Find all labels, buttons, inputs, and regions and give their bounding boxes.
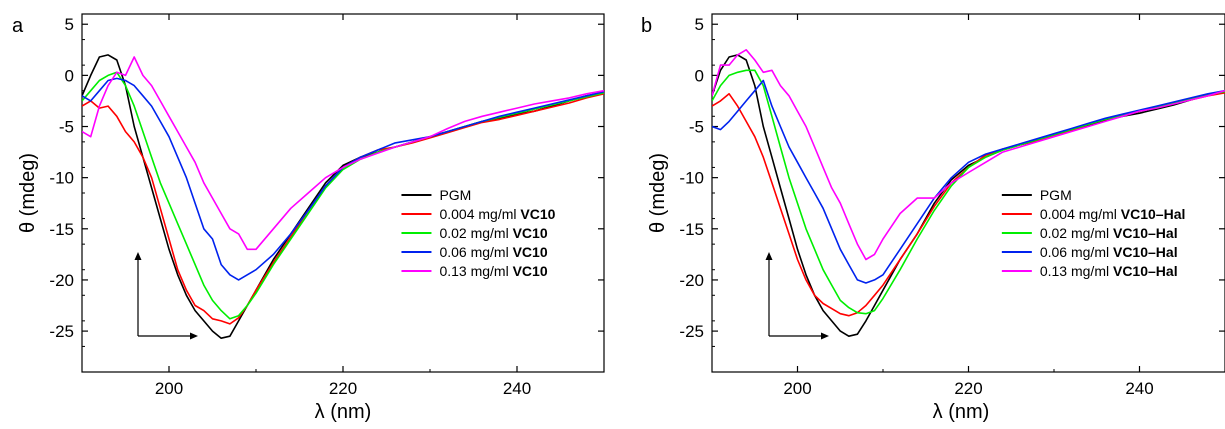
x-axis-title: λ (nm) (933, 401, 990, 423)
x-tick-label: 200 (783, 379, 811, 398)
legend-entry: 0.13 mg/ml VC10–Hal (1040, 263, 1178, 279)
y-tick-label: -25 (49, 322, 74, 341)
chart-panel-b: b 5 0 -5 -10 -15 -20 -25 200 220 240 λ (nm) θ (mdeg)… (641, 13, 1225, 423)
legend-label: 0.02 mg/ml (439, 225, 512, 241)
legend-label: 0.06 mg/ml (1040, 244, 1113, 260)
legend-label: 0.004 mg/ml (439, 206, 520, 222)
legend-label: PGM (1040, 187, 1072, 203)
panel-label: b (641, 15, 652, 37)
x-tick-label: 200 (155, 379, 183, 398)
x-tick-label: 240 (1125, 379, 1153, 398)
legend-label-bold: VC10–Hal (1113, 225, 1178, 241)
legend-label-bold: VC10 (513, 244, 548, 260)
arrow-head-up (765, 252, 773, 260)
legend-label-bold: VC10–Hal (1121, 206, 1186, 222)
y-tick-label: 0 (65, 66, 74, 85)
panel-label: a (12, 15, 24, 37)
plot-frame (711, 13, 1225, 373)
legend-label-bold: VC10 (513, 225, 548, 241)
y-tick-label: -5 (689, 118, 704, 137)
y-tick-label: 0 (695, 66, 704, 85)
x-axis-title: λ (nm) (315, 401, 372, 423)
y-tick-label: -20 (679, 271, 704, 290)
legend-entry: PGM (439, 187, 471, 203)
legend-label-bold: VC10–Hal (1113, 244, 1178, 260)
series-line-2 (712, 69, 1225, 315)
y-axis-title: θ (mdeg) (17, 153, 39, 233)
series-line-3 (82, 77, 604, 281)
legend-entry: 0.004 mg/ml VC10–Hal (1040, 206, 1186, 222)
arrow-head-up (134, 252, 142, 260)
series-line-4 (82, 56, 604, 251)
legend-label: PGM (439, 187, 471, 203)
legend-label: 0.13 mg/ml (439, 263, 512, 279)
series-line-4 (712, 48, 1225, 261)
x-tick-label: 240 (503, 379, 531, 398)
y-tick-label: -5 (59, 118, 74, 137)
y-axis-title: θ (mdeg) (647, 153, 669, 233)
legend-entry: 0.004 mg/ml VC10 (439, 206, 555, 222)
plot-frame (81, 13, 605, 373)
y-tick-label: -20 (49, 271, 74, 290)
legend-entry: 0.06 mg/ml VC10 (439, 244, 547, 260)
y-tick-label: 5 (695, 15, 704, 34)
legend-entry: 0.02 mg/ml VC10–Hal (1040, 225, 1178, 241)
y-tick-label: 5 (65, 15, 74, 34)
legend-label-bold: VC10 (513, 263, 548, 279)
legend-entry: 0.06 mg/ml VC10–Hal (1040, 244, 1178, 260)
arrow-head-right (821, 332, 829, 340)
x-tick-label: 220 (329, 379, 357, 398)
y-tick-label: -15 (679, 220, 704, 239)
x-tick-label: 220 (954, 379, 982, 398)
y-tick-label: -15 (49, 220, 74, 239)
arrow-head-right (190, 332, 198, 340)
y-tick-label: -10 (679, 169, 704, 188)
series-line-1 (712, 92, 1225, 317)
chart-panel-a: a 5 0 -5 -10 -15 -20 -25 200 220 240 λ (nm) θ (mdeg)… (12, 13, 605, 423)
legend-label-bold: VC10 (520, 206, 555, 222)
legend-label: 0.13 mg/ml (1040, 263, 1113, 279)
legend-label: 0.004 mg/ml (1040, 206, 1121, 222)
y-tick-label: -10 (49, 169, 74, 188)
series-line-3 (712, 79, 1225, 284)
series-line-0 (82, 54, 604, 340)
series-line-1 (82, 93, 604, 325)
legend-label-bold: VC10–Hal (1113, 263, 1178, 279)
legend-entry: 0.02 mg/ml VC10 (439, 225, 547, 241)
series-line-2 (82, 71, 604, 320)
y-tick-label: -25 (679, 322, 704, 341)
legend-label: 0.02 mg/ml (1040, 225, 1113, 241)
legend-entry: 0.13 mg/ml VC10 (439, 263, 547, 279)
legend-label: 0.06 mg/ml (439, 244, 512, 260)
legend-entry: PGM (1040, 187, 1072, 203)
